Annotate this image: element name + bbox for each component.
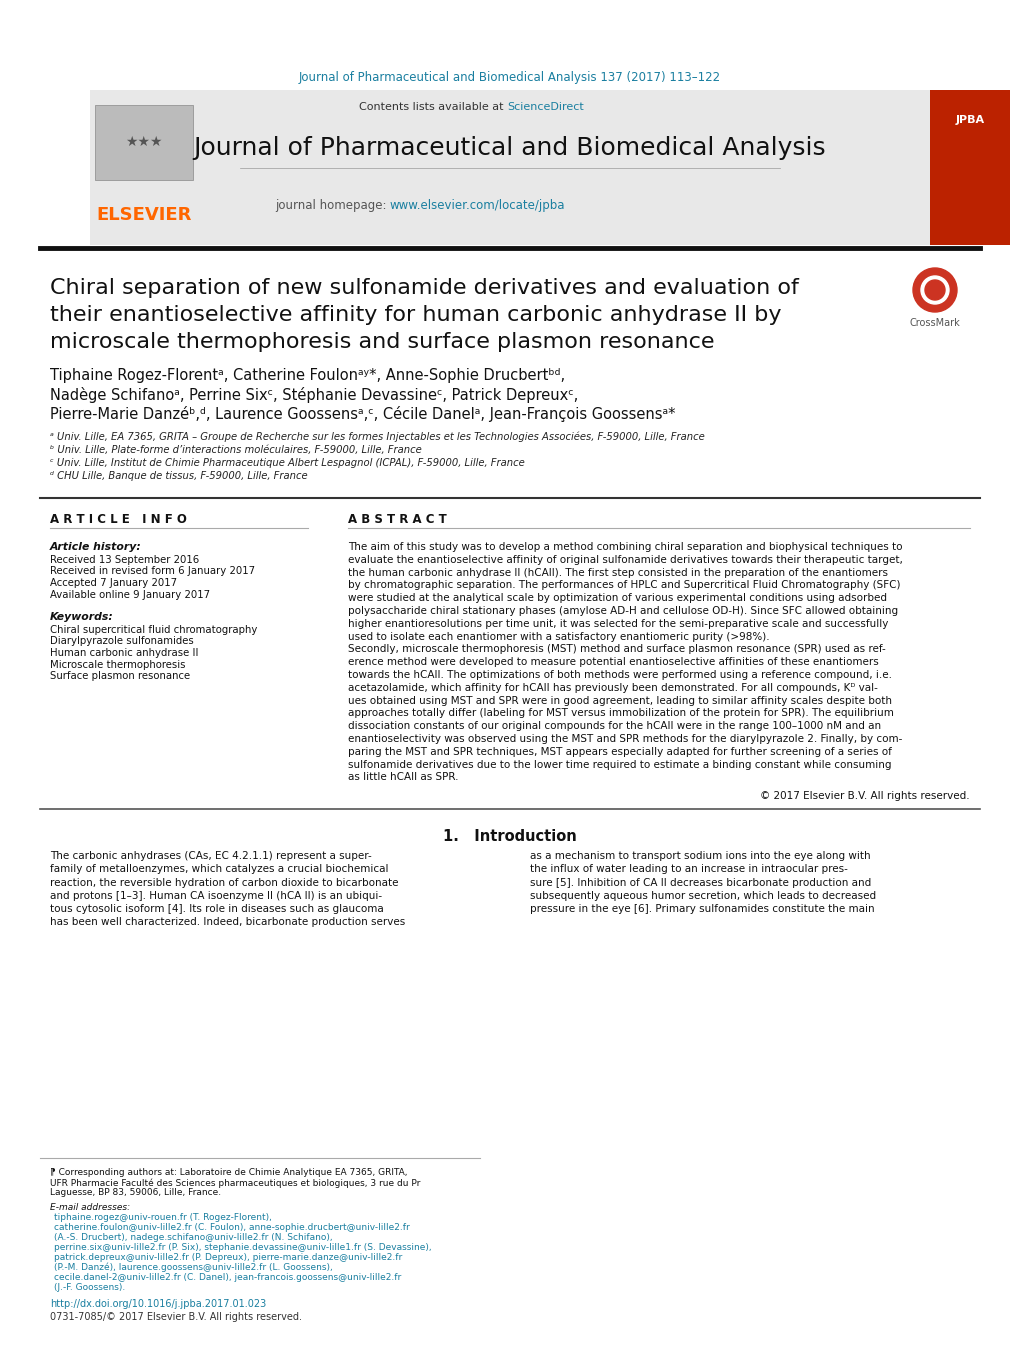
Text: tous cytosolic isoform [4]. Its role in diseases such as glaucoma: tous cytosolic isoform [4]. Its role in … <box>50 904 383 915</box>
Circle shape <box>920 276 948 304</box>
Text: paring the MST and SPR techniques, MST appears especially adapted for further sc: paring the MST and SPR techniques, MST a… <box>347 747 891 757</box>
Text: erence method were developed to measure potential enantioselective affinities of: erence method were developed to measure … <box>347 657 878 667</box>
Text: ScienceDirect: ScienceDirect <box>506 101 583 112</box>
Text: Chiral supercritical fluid chromatography: Chiral supercritical fluid chromatograph… <box>50 626 257 635</box>
Text: their enantioselective affinity for human carbonic anhydrase II by: their enantioselective affinity for huma… <box>50 305 781 326</box>
Text: The carbonic anhydrases (CAs, EC 4.2.1.1) represent a super-: The carbonic anhydrases (CAs, EC 4.2.1.1… <box>50 851 371 861</box>
Text: used to isolate each enantiomer with a satisfactory enantiomeric purity (>98%).: used to isolate each enantiomer with a s… <box>347 632 769 642</box>
Text: Tiphaine Rogez-Florentᵃ, Catherine Foulonᵃʸ*, Anne-Sophie Drucbertᵇᵈ,: Tiphaine Rogez-Florentᵃ, Catherine Foulo… <box>50 367 565 382</box>
Text: Journal of Pharmaceutical and Biomedical Analysis 137 (2017) 113–122: Journal of Pharmaceutical and Biomedical… <box>299 72 720 85</box>
Text: acetazolamide, which affinity for hCAII has previously been demonstrated. For al: acetazolamide, which affinity for hCAII … <box>347 682 877 693</box>
Text: cecile.danel-2@univ-lille2.fr (C. Danel), jean-francois.goossens@univ-lille2.fr: cecile.danel-2@univ-lille2.fr (C. Danel)… <box>54 1273 400 1282</box>
Text: family of metalloenzymes, which catalyzes a crucial biochemical: family of metalloenzymes, which catalyze… <box>50 865 388 874</box>
Text: ELSEVIER: ELSEVIER <box>96 205 192 224</box>
Text: higher enantioresolutions per time unit, it was selected for the semi-preparativ: higher enantioresolutions per time unit,… <box>347 619 888 628</box>
Text: patrick.depreux@univ-lille2.fr (P. Depreux), pierre-marie.danze@univ-lille2.fr: patrick.depreux@univ-lille2.fr (P. Depre… <box>54 1252 401 1262</box>
FancyBboxPatch shape <box>929 91 1009 245</box>
Text: subsequently aqueous humor secretion, which leads to decreased: subsequently aqueous humor secretion, wh… <box>530 890 875 901</box>
Text: 0731-7085/© 2017 Elsevier B.V. All rights reserved.: 0731-7085/© 2017 Elsevier B.V. All right… <box>50 1312 302 1323</box>
Text: tiphaine.rogez@univ-rouen.fr (T. Rogez-Florent),: tiphaine.rogez@univ-rouen.fr (T. Rogez-F… <box>54 1213 272 1223</box>
Text: sulfonamide derivatives due to the lower time required to estimate a binding con: sulfonamide derivatives due to the lower… <box>347 759 891 770</box>
Text: by chromatographic separation. The performances of HPLC and Supercritical Fluid : by chromatographic separation. The perfo… <box>347 581 900 590</box>
Text: as a mechanism to transport sodium ions into the eye along with: as a mechanism to transport sodium ions … <box>530 851 870 861</box>
Circle shape <box>912 267 956 312</box>
Text: Pierre-Marie Danzéᵇ,ᵈ, Laurence Goossensᵃ,ᶜ, Cécile Danelᵃ, Jean-François Goosse: Pierre-Marie Danzéᵇ,ᵈ, Laurence Goossens… <box>50 407 675 422</box>
Text: Nadège Schifanoᵃ, Perrine Sixᶜ, Stéphanie Devassineᶜ, Patrick Depreuxᶜ,: Nadège Schifanoᵃ, Perrine Sixᶜ, Stéphani… <box>50 386 578 403</box>
Text: sure [5]. Inhibition of CA II decreases bicarbonate production and: sure [5]. Inhibition of CA II decreases … <box>530 878 870 888</box>
Text: ᵈ CHU Lille, Banque de tissus, F-59000, Lille, France: ᵈ CHU Lille, Banque de tissus, F-59000, … <box>50 471 308 481</box>
Text: were studied at the analytical scale by optimization of various experimental con: were studied at the analytical scale by … <box>347 593 887 603</box>
Text: Contents lists available at: Contents lists available at <box>359 101 506 112</box>
Text: The aim of this study was to develop a method combining chiral separation and bi: The aim of this study was to develop a m… <box>347 542 902 553</box>
Text: dissociation constants of our original compounds for the hCAII were in the range: dissociation constants of our original c… <box>347 721 880 731</box>
Text: ᵃ Univ. Lille, EA 7365, GRITA – Groupe de Recherche sur les formes Injectables e: ᵃ Univ. Lille, EA 7365, GRITA – Groupe d… <box>50 432 704 443</box>
Text: Laguesse, BP 83, 59006, Lille, France.: Laguesse, BP 83, 59006, Lille, France. <box>50 1188 221 1197</box>
FancyBboxPatch shape <box>90 91 929 245</box>
FancyBboxPatch shape <box>95 105 193 180</box>
Text: catherine.foulon@univ-lille2.fr (C. Foulon), anne-sophie.drucbert@univ-lille2.fr: catherine.foulon@univ-lille2.fr (C. Foul… <box>54 1223 410 1232</box>
Text: evaluate the enantioselective affinity of original sulfonamide derivatives towar: evaluate the enantioselective affinity o… <box>347 555 902 565</box>
Text: Microscale thermophoresis: Microscale thermophoresis <box>50 659 185 670</box>
Text: A R T I C L E   I N F O: A R T I C L E I N F O <box>50 513 186 526</box>
Text: Surface plasmon resonance: Surface plasmon resonance <box>50 671 190 681</box>
Text: www.elsevier.com/locate/jpba: www.elsevier.com/locate/jpba <box>389 199 565 212</box>
Text: Human carbonic anhydrase II: Human carbonic anhydrase II <box>50 648 199 658</box>
Circle shape <box>924 280 944 300</box>
Text: Available online 9 January 2017: Available online 9 January 2017 <box>50 589 210 600</box>
Text: (A.-S. Drucbert), nadege.schifano@univ-lille2.fr (N. Schifano),: (A.-S. Drucbert), nadege.schifano@univ-l… <box>54 1233 332 1242</box>
Text: UFR Pharmacie Faculté des Sciences pharmaceutiques et biologiques, 3 rue du Pr: UFR Pharmacie Faculté des Sciences pharm… <box>50 1178 420 1188</box>
Text: Diarylpyrazole sulfonamides: Diarylpyrazole sulfonamides <box>50 636 194 647</box>
Text: the human carbonic anhydrase II (hCAII). The first step consisted in the prepara: the human carbonic anhydrase II (hCAII).… <box>347 567 888 578</box>
Text: © 2017 Elsevier B.V. All rights reserved.: © 2017 Elsevier B.V. All rights reserved… <box>759 792 969 801</box>
Text: Secondly, microscale thermophoresis (MST) method and surface plasmon resonance (: Secondly, microscale thermophoresis (MST… <box>347 644 884 654</box>
Text: and protons [1–3]. Human CA isoenzyme II (hCA II) is an ubiqui-: and protons [1–3]. Human CA isoenzyme II… <box>50 890 382 901</box>
Text: (P.-M. Danzé), laurence.goossens@univ-lille2.fr (L. Goossens),: (P.-M. Danzé), laurence.goossens@univ-li… <box>54 1263 332 1273</box>
Text: JPBA: JPBA <box>955 115 983 126</box>
Text: polysaccharide chiral stationary phases (amylose AD-H and cellulose OD-H). Since: polysaccharide chiral stationary phases … <box>347 607 898 616</box>
Text: reaction, the reversible hydration of carbon dioxide to bicarbonate: reaction, the reversible hydration of ca… <box>50 878 398 888</box>
Text: CrossMark: CrossMark <box>909 317 960 328</box>
Text: Chiral separation of new sulfonamide derivatives and evaluation of: Chiral separation of new sulfonamide der… <box>50 278 798 299</box>
Text: pressure in the eye [6]. Primary sulfonamides constitute the main: pressure in the eye [6]. Primary sulfona… <box>530 904 873 915</box>
Text: 1.   Introduction: 1. Introduction <box>442 830 577 844</box>
Text: Article history:: Article history: <box>50 542 142 553</box>
Text: journal homepage:: journal homepage: <box>274 199 389 212</box>
Text: A B S T R A C T: A B S T R A C T <box>347 513 446 526</box>
Text: Received 13 September 2016: Received 13 September 2016 <box>50 555 199 565</box>
Text: ★★★: ★★★ <box>125 135 163 149</box>
Text: approaches totally differ (labeling for MST versus immobilization of the protein: approaches totally differ (labeling for … <box>347 708 893 719</box>
Text: ᵇ Univ. Lille, Plate-forme d’interactions moléculaires, F-59000, Lille, France: ᵇ Univ. Lille, Plate-forme d’interaction… <box>50 444 421 455</box>
Text: (J.-F. Goossens).: (J.-F. Goossens). <box>54 1283 125 1292</box>
Text: as little hCAII as SPR.: as little hCAII as SPR. <box>347 773 459 782</box>
Text: has been well characterized. Indeed, bicarbonate production serves: has been well characterized. Indeed, bic… <box>50 917 405 927</box>
Text: ⁋ Corresponding authors at: Laboratoire de Chimie Analytique EA 7365, GRITA,: ⁋ Corresponding authors at: Laboratoire … <box>50 1169 408 1177</box>
Text: microscale thermophoresis and surface plasmon resonance: microscale thermophoresis and surface pl… <box>50 332 713 353</box>
Text: ues obtained using MST and SPR were in good agreement, leading to similar affini: ues obtained using MST and SPR were in g… <box>347 696 892 705</box>
Text: Journal of Pharmaceutical and Biomedical Analysis: Journal of Pharmaceutical and Biomedical… <box>194 136 825 159</box>
Text: Keywords:: Keywords: <box>50 612 114 621</box>
Text: Received in revised form 6 January 2017: Received in revised form 6 January 2017 <box>50 566 255 577</box>
Text: perrine.six@univ-lille2.fr (P. Six), stephanie.devassine@univ-lille1.fr (S. Deva: perrine.six@univ-lille2.fr (P. Six), ste… <box>54 1243 431 1252</box>
Text: ᶜ Univ. Lille, Institut de Chimie Pharmaceutique Albert Lespagnol (ICPAL), F-590: ᶜ Univ. Lille, Institut de Chimie Pharma… <box>50 458 524 467</box>
Text: the influx of water leading to an increase in intraocular pres-: the influx of water leading to an increa… <box>530 865 847 874</box>
Text: E-mail addresses:: E-mail addresses: <box>50 1202 132 1212</box>
Text: Accepted 7 January 2017: Accepted 7 January 2017 <box>50 578 177 588</box>
Text: http://dx.doi.org/10.1016/j.jpba.2017.01.023: http://dx.doi.org/10.1016/j.jpba.2017.01… <box>50 1300 266 1309</box>
Text: towards the hCAII. The optimizations of both methods were performed using a refe: towards the hCAII. The optimizations of … <box>347 670 892 680</box>
Text: enantioselectivity was observed using the MST and SPR methods for the diarylpyra: enantioselectivity was observed using th… <box>347 734 902 744</box>
